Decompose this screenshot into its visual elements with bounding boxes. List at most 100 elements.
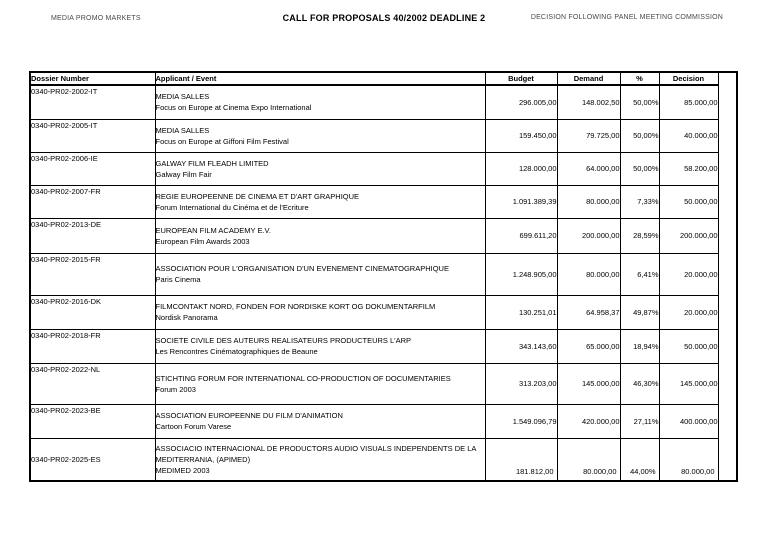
percent-cell: 18,94% [619, 328, 660, 364]
percent-cell: 50,00% [619, 84, 660, 120]
decision-cell: 200.000,00 [658, 217, 719, 254]
dossier-cell: 0340-PR02-2022-NL [29, 362, 156, 405]
decision-cell: 20.000,00 [658, 252, 719, 296]
decision-cell: 145.000,00 [658, 362, 719, 405]
col-header-demand: Demand [556, 71, 621, 86]
dossier-cell: 0340-PR02-2023-BE [29, 403, 156, 439]
table-row: 0340-PR02-2025-ES ASSOCIACIO INTERNACION… [29, 437, 737, 482]
applicant-name: MEDIA SALLES [155, 92, 210, 102]
applicant-name: SOCIETE CIVILE DES AUTEURS REALISATEURS … [155, 336, 412, 345]
event-name: Forum 2003 [155, 384, 196, 394]
table-row: 0340-PR02-2006-IE GALWAY FILM FLEADH LIM… [29, 151, 737, 186]
applicant-name: REGIE EUROPEENNE DE CINEMA ET D'ART GRAP… [155, 191, 360, 201]
percent-cell: 28,59% [619, 217, 660, 254]
budget-cell: 130.251,01 [484, 294, 558, 330]
budget-cell: 159.450,00 [484, 118, 558, 153]
event-name: Focus on Europe at Cinema Expo Internati… [155, 103, 312, 113]
event-name: Paris Cinema [155, 275, 201, 284]
percent-cell: 50,00% [619, 118, 660, 153]
percent-cell: 27,11% [619, 403, 660, 439]
budget-cell: 1.248.905,00 [484, 252, 558, 296]
dossier-cell: 0340-PR02-2018-FR [29, 328, 156, 364]
demand-cell: 80.000,00 [556, 252, 621, 296]
event-name: Focus on Europe at Giffoni Film Festival [155, 136, 289, 146]
decision-cell: 400.000,00 [658, 403, 719, 439]
event-name: Nordisk Panorama [155, 313, 218, 322]
applicant-name: GALWAY FILM FLEADH LIMITED [155, 158, 269, 168]
percent-cell: 46,30% [619, 362, 660, 405]
dossier-cell: 0340-PR02-2002-IT [29, 84, 156, 120]
budget-cell: 128.000,00 [484, 151, 558, 186]
percent-cell: 49,87% [619, 294, 660, 330]
col-header-applicant: Applicant / Event [154, 71, 486, 86]
percent-cell: 6,41% [619, 252, 660, 296]
decision-cell: 80.000,00 [658, 437, 719, 482]
event-name: Cartoon Forum Varese [155, 422, 232, 431]
event-name: Forum International du Cinéma et de l'Ec… [155, 202, 309, 212]
table-row: 0340-PR02-2005-IT MEDIA SALLES Focus on … [29, 118, 737, 153]
applicant-name: EUROPEAN FILM ACADEMY E.V. [155, 225, 271, 235]
decision-cell: 58.200,00 [658, 151, 719, 186]
decision-cell: 40.000,00 [658, 118, 719, 153]
applicant-name: ASSOCIACIO INTERNACIONAL DE PRODUCTORS A… [155, 443, 476, 464]
applicant-name: ASSOCIATION POUR L'ORGANISATION D'UN EVE… [155, 264, 449, 273]
col-header-percent: % [619, 71, 660, 86]
table-row: 0340-PR02-2022-NL STICHTING FORUM FOR IN… [29, 362, 737, 405]
decision-cell: 50.000,00 [658, 328, 719, 364]
budget-cell: 699.611,20 [484, 217, 558, 254]
decision-cell: 85.000,00 [658, 84, 719, 120]
header-left-label: MEDIA PROMO MARKETS [51, 15, 141, 22]
page-title: CALL FOR PROPOSALS 40/2002 DEADLINE 2 [282, 13, 486, 23]
demand-cell: 64.958,37 [556, 294, 621, 330]
event-name: Les Rencontres Cinématographiques de Bea… [155, 347, 318, 356]
event-name: European Film Awards 2003 [155, 236, 250, 246]
dossier-cell: 0340-PR02-2015-FR [29, 252, 156, 296]
budget-cell: 343.143,60 [484, 328, 558, 364]
dossier-cell: 0340-PR02-2006-IE [29, 151, 156, 186]
demand-cell: 80.000,00 [556, 184, 621, 219]
event-name: Galway Film Fair [155, 169, 212, 179]
applicant-name: FILMCONTAKT NORD, FONDEN FOR NORDISKE KO… [155, 302, 436, 311]
col-header-budget: Budget [484, 71, 558, 86]
applicant-name: ASSOCIATION EUROPEENNE DU FILM D'ANIMATI… [155, 411, 343, 420]
applicant-cell: FILMCONTAKT NORD, FONDEN FOR NORDISKE KO… [154, 294, 486, 330]
budget-cell: 1.091.389,39 [484, 184, 558, 219]
applicant-cell: EUROPEAN FILM ACADEMY E.V. European Film… [154, 217, 486, 254]
budget-cell: 296.005,00 [484, 84, 558, 120]
demand-cell: 420.000,00 [556, 403, 621, 439]
demand-cell: 148.002,50 [556, 84, 621, 120]
header-right-label: DECISION FOLLOWING PANEL MEETING COMMISS… [530, 14, 723, 21]
table-row: 0340-PR02-2015-FR ASSOCIATION POUR L'ORG… [29, 252, 737, 296]
applicant-cell: STICHTING FORUM FOR INTERNATIONAL CO-PRO… [154, 362, 486, 405]
table-row: 0340-PR02-2023-BE ASSOCIATION EUROPEENNE… [29, 403, 737, 439]
table-row: 0340-PR02-2013-DE EUROPEAN FILM ACADEMY … [29, 217, 737, 254]
dossier-cell: 0340-PR02-2007-FR [29, 184, 156, 219]
dossier-cell: 0340-PR02-2016-DK [29, 294, 156, 330]
applicant-cell: ASSOCIATION POUR L'ORGANISATION D'UN EVE… [154, 252, 486, 296]
dossier-cell: 0340-PR02-2005-IT [29, 118, 156, 153]
applicant-cell: MEDIA SALLES Focus on Europe at Giffoni … [154, 118, 486, 153]
table-row: 0340-PR02-2002-IT MEDIA SALLES Focus on … [29, 84, 737, 120]
demand-cell: 79.725,00 [556, 118, 621, 153]
applicant-cell: ASSOCIATION EUROPEENNE DU FILM D'ANIMATI… [154, 403, 486, 439]
dossier-cell: 0340-PR02-2013-DE [29, 217, 156, 254]
empty-column [717, 71, 738, 482]
applicant-name: MEDIA SALLES [155, 125, 210, 135]
applicant-name: STICHTING FORUM FOR INTERNATIONAL CO-PRO… [155, 373, 451, 383]
applicant-cell: MEDIA SALLES Focus on Europe at Cinema E… [154, 84, 486, 120]
applicant-cell: SOCIETE CIVILE DES AUTEURS REALISATEURS … [154, 328, 486, 364]
budget-cell: 313.203,00 [484, 362, 558, 405]
demand-cell: 145.000,00 [556, 362, 621, 405]
table-header-row: Dossier Number Applicant / Event Budget … [29, 71, 738, 482]
demand-cell: 64.000,00 [556, 151, 621, 186]
proposals-table: Dossier Number Applicant / Event Budget … [29, 71, 738, 482]
decision-cell: 50.000,00 [658, 184, 719, 219]
percent-cell: 50,00% [619, 151, 660, 186]
dossier-cell: 0340-PR02-2025-ES [29, 437, 156, 482]
demand-cell: 80.000,00 [556, 437, 621, 482]
budget-cell: 181.812,00 [484, 437, 558, 482]
page-header: MEDIA PROMO MARKETS CALL FOR PROPOSALS 4… [0, 13, 768, 27]
budget-cell: 1.549.096,79 [484, 403, 558, 439]
applicant-cell: REGIE EUROPEENNE DE CINEMA ET D'ART GRAP… [154, 184, 486, 219]
